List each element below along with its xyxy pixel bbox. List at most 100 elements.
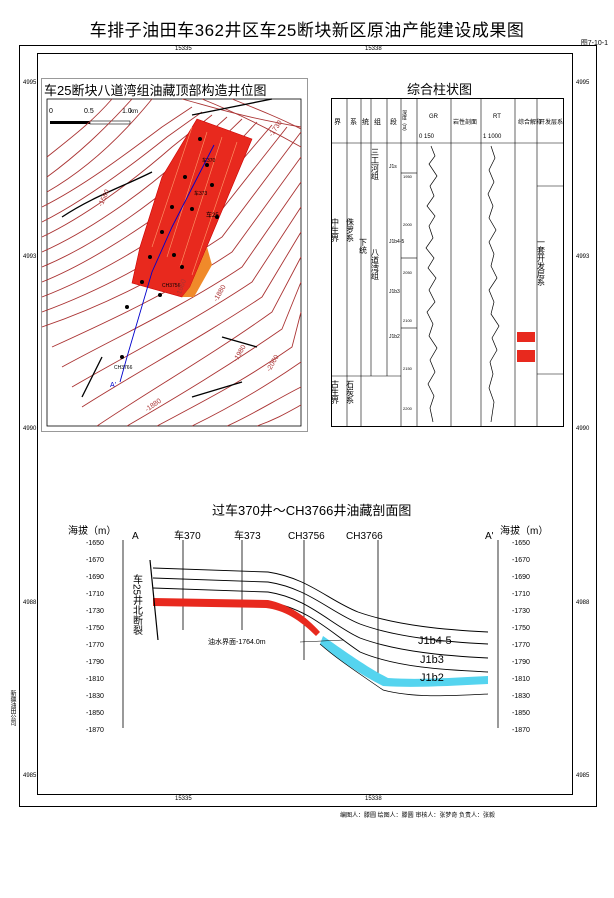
well-label-ch3766: CH3766 [114, 365, 133, 371]
right-elevation-ticks: -1650 -1670 -1690 -1710 -1730 -1750 -177… [512, 540, 530, 734]
grid-left-y-3: 4990 [23, 426, 37, 432]
section-well-1: 车370 [174, 529, 201, 542]
header-xi: 系 [350, 117, 357, 126]
well-points [120, 137, 219, 359]
well-label-c25: 车25 [206, 211, 219, 219]
grid-left-y-4: 4988 [23, 600, 37, 606]
svg-text:-1690: -1690 [86, 574, 104, 581]
svg-text:-1770: -1770 [86, 642, 104, 649]
svg-text:-1850: -1850 [86, 710, 104, 717]
contour-label-2: -1730 [268, 119, 284, 138]
system-jurassic: 侏罗系 [346, 217, 355, 242]
composite-column: 界 系 统 组 段 深度（m） GR 岩性剖面 RT 综合解释 开发层系 0 1… [331, 98, 564, 427]
svg-text:-1810: -1810 [512, 676, 530, 683]
header-depth: 深度（m） [401, 109, 407, 134]
header-jie: 界 [334, 118, 341, 126]
oil-area-fringe [182, 247, 212, 297]
formation-badaowan: 八道湾组 [371, 248, 380, 280]
depth-2: 2000 [403, 222, 413, 227]
right-end-label: A' [485, 531, 494, 542]
structure-map-panel: 车25断块八道湾组油藏顶部构造井位图 0 0.5 1.0 km [41, 78, 308, 432]
header-layer-series: 开发层系 [539, 118, 563, 126]
svg-text:-1850: -1850 [512, 710, 530, 717]
contour-label-4: -1880 [213, 284, 228, 303]
water-bottom [319, 643, 489, 697]
section-label-a-prime: A' [110, 382, 116, 389]
svg-text:-1710: -1710 [86, 591, 104, 598]
water-zone [320, 636, 488, 687]
header-interp: 综合解释 [518, 118, 542, 126]
svg-text:-1750: -1750 [86, 625, 104, 632]
map-panel-title: 车25断块八道湾组油藏顶部构造井位图 [44, 83, 267, 98]
svg-text:-1690: -1690 [512, 574, 530, 581]
depth-6: 2200 [403, 406, 413, 411]
signers: 编图人：滕圆 绘图人：滕圆 审核人：张梦奇 负责人：张毅 [340, 813, 496, 819]
section-well-4: CH3766 [346, 531, 383, 542]
header-zu: 组 [374, 117, 381, 126]
fault-line [149, 559, 159, 641]
grid-top-x-2: 15338 [365, 46, 382, 52]
grid-right-y-2: 4993 [576, 254, 590, 260]
header-duan: 段 [390, 117, 397, 126]
depth-4: 2100 [403, 318, 413, 323]
section-well-2: 车373 [234, 529, 261, 542]
member-j1s: J1s [389, 164, 397, 170]
svg-text:-1870: -1870 [86, 727, 104, 734]
figure-number: 图7-10-1 [580, 40, 608, 47]
scale-label-10: 1.0 [122, 108, 132, 115]
svg-text:-1790: -1790 [86, 659, 104, 666]
well-label-ch3756: CH3756 [162, 283, 181, 289]
svg-text:-1830: -1830 [512, 693, 530, 700]
svg-text:-1710: -1710 [512, 591, 530, 598]
strata-lines [152, 567, 489, 673]
scale-label-km: km [130, 109, 138, 115]
member-j1b3: J1b3 [389, 289, 400, 295]
left-axis-title: 海拔（m） [68, 524, 116, 537]
left-margin-note: 新疆油田公司 [9, 690, 15, 726]
right-axis-title: 海拔（m） [500, 524, 548, 537]
section-well-3: CH3756 [288, 531, 325, 542]
svg-text:-1650: -1650 [86, 540, 104, 547]
structure-map: 0 0.5 1.0 km [42, 98, 302, 427]
era-mesozoic: 中生界 [331, 217, 340, 243]
gr-range: 0 150 [419, 134, 435, 140]
well-label-c370: 车370 [202, 157, 216, 164]
header-lithology: 岩性剖面 [453, 118, 477, 126]
svg-text:-1770: -1770 [512, 642, 530, 649]
svg-text:-1650: -1650 [512, 540, 530, 547]
header-gr: GR [429, 114, 439, 120]
grid-right-y-1: 4995 [576, 80, 590, 86]
fault-label: 车25井北断裂 [131, 573, 143, 636]
svg-text:-1670: -1670 [86, 557, 104, 564]
oil-reservoir-section: 海拔（m） 海拔（m） A A' 车370 车373 CH3756 CH3766… [68, 524, 548, 734]
member-j1b45: J1b4-5 [389, 239, 405, 245]
era-paleozoic: 古生界 [331, 379, 340, 405]
svg-text:-1870: -1870 [512, 727, 530, 734]
column-panel-title: 综合柱状图 [407, 82, 473, 97]
grid-left-y-2: 4993 [23, 254, 37, 260]
owc-label: 油水界面-1764.0m [208, 637, 266, 646]
layer-series-label: 一套开发层系 [537, 238, 546, 286]
grid-left-y-5: 4985 [23, 773, 37, 779]
scale-label-05: 0.5 [84, 108, 94, 115]
layer-label-2: J1b3 [420, 654, 444, 666]
svg-text:-1830: -1830 [86, 693, 104, 700]
member-j1b2: J1b2 [389, 334, 400, 340]
header-rt: RT [493, 114, 501, 120]
grid-left-y-1: 4995 [23, 80, 37, 86]
system-carboniferous: 石炭系 [346, 380, 355, 404]
rt-range: 1 1000 [483, 134, 502, 140]
outer-frame [19, 45, 597, 807]
left-elevation-ticks: -1650 -1670 -1690 -1710 -1730 -1750 -177… [86, 540, 104, 734]
oil-layer-1 [517, 332, 535, 342]
grid-right-y-3: 4990 [576, 426, 590, 432]
layer-label-3: J1b2 [420, 672, 444, 684]
svg-text:-1730: -1730 [512, 608, 530, 615]
contour-label-7: -1880 [144, 398, 163, 414]
depth-3: 2050 [403, 270, 413, 275]
svg-text:-1670: -1670 [512, 557, 530, 564]
contour-label-1: -1580 [97, 189, 111, 208]
inner-frame [37, 53, 573, 795]
gr-curve [425, 145, 438, 423]
section-line [119, 144, 215, 383]
